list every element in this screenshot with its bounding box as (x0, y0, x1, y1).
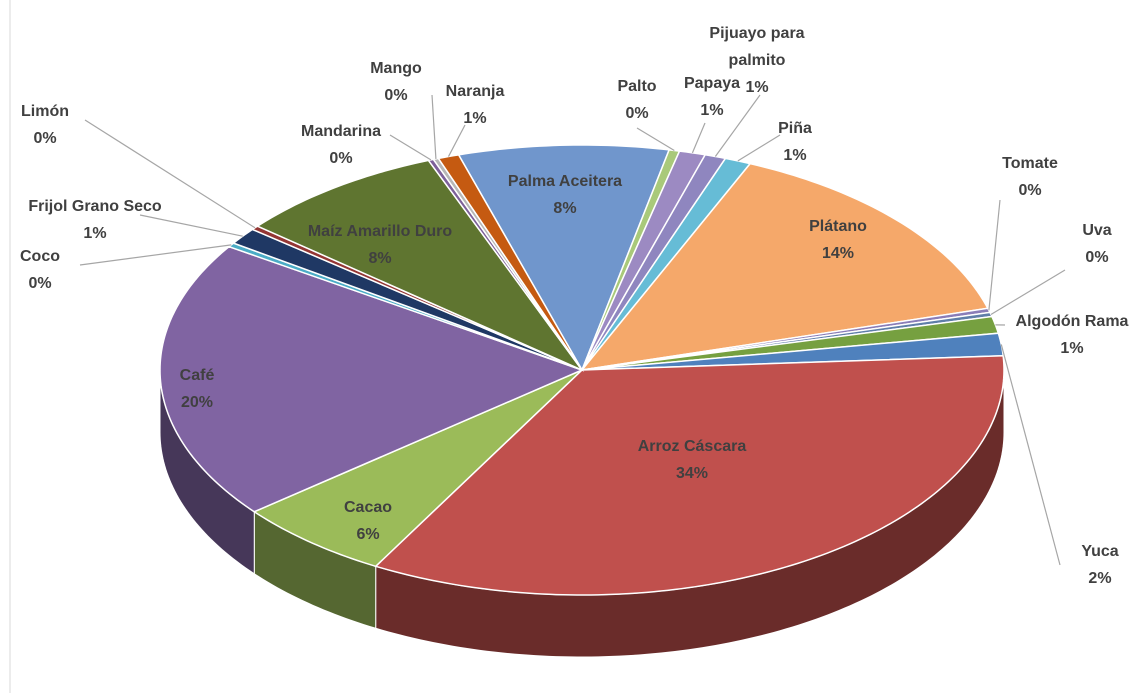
leader-line (714, 94, 761, 157)
data-label: Café 20% (180, 362, 215, 416)
label-name: Uva (1082, 222, 1112, 239)
data-label: Naranja 1% (446, 78, 505, 132)
label-percent: 1% (783, 147, 807, 164)
label-name: Yuca (1081, 543, 1119, 560)
data-label: Arroz Cáscara 34% (638, 433, 747, 487)
label-percent: 0% (625, 105, 649, 122)
label-name: Café (179, 367, 215, 384)
data-label: Mango 0% (370, 55, 422, 109)
label-percent: 0% (329, 150, 353, 167)
slice (374, 354, 1005, 596)
data-label: Pijuayo para palmito 1% (692, 20, 822, 101)
data-label: Uva 0% (1082, 217, 1111, 271)
label-name: Maíz Amarillo Duro (307, 223, 453, 240)
data-label: Frijol Grano Seco 1% (28, 193, 161, 247)
slice (457, 144, 671, 372)
data-label: Palto 0% (617, 73, 656, 127)
leader-line (431, 94, 437, 159)
label-name: Naranja (445, 83, 505, 100)
data-label: Cacao 6% (344, 494, 392, 548)
leader-line (139, 214, 243, 237)
label-percent: 8% (368, 250, 392, 267)
leader-line (636, 127, 675, 151)
label-name: Algodón Rama (1015, 313, 1129, 330)
leader-line (1000, 344, 1061, 566)
data-label: Piña 1% (778, 115, 812, 169)
data-label: Mandarina 0% (301, 118, 381, 172)
data-label: Limón 0% (21, 98, 69, 152)
leader-line (84, 119, 256, 229)
label-percent: 14% (821, 245, 855, 262)
label-name: Frijol Grano Seco (28, 198, 162, 215)
data-label: Plátano 14% (809, 213, 867, 267)
label-name: Cacao (343, 499, 393, 516)
slice (581, 332, 1004, 371)
label-percent: 8% (553, 200, 577, 217)
label-percent: 34% (675, 465, 709, 482)
slice (252, 369, 583, 568)
data-label: Papaya 1% (684, 70, 740, 124)
label-name: Tomate (1002, 155, 1058, 172)
label-percent: 0% (33, 130, 57, 147)
label-percent: 1% (83, 225, 107, 242)
data-label: Palma Aceitera 8% (508, 168, 622, 222)
leader-line (990, 269, 1066, 315)
label-percent: 20% (180, 394, 214, 411)
leader-line (389, 134, 432, 161)
label-percent: 6% (356, 526, 380, 543)
data-label: Tomate 0% (1002, 150, 1058, 204)
slice (255, 159, 585, 372)
label-name: Papaya (683, 75, 741, 92)
leader-line (737, 134, 781, 162)
label-percent: 1% (700, 102, 724, 119)
label-name: Plátano (809, 218, 867, 235)
label-percent: 1% (1060, 340, 1084, 357)
leader-line (691, 122, 706, 154)
data-label: Yuca 2% (1081, 538, 1118, 592)
label-percent: 1% (463, 110, 487, 127)
label-name: Mango (370, 60, 422, 77)
label-percent: 2% (1088, 570, 1112, 587)
label-percent: 0% (1085, 249, 1109, 266)
label-percent: 0% (1018, 182, 1042, 199)
label-name: Piña (778, 120, 812, 137)
label-name: Palma Aceitera (507, 173, 623, 190)
slice (580, 162, 989, 372)
leader-line (988, 199, 1001, 311)
label-percent: 1% (745, 79, 769, 96)
leader-line (79, 244, 232, 266)
label-name: Limón (21, 103, 69, 120)
label-percent: 0% (384, 87, 408, 104)
label-name: Arroz Cáscara (637, 438, 747, 455)
slice (437, 154, 583, 371)
label-name: Coco (20, 248, 60, 265)
data-label: Coco 0% (20, 243, 60, 297)
data-label: Algodón Rama 1% (1016, 308, 1129, 362)
slice (159, 245, 585, 513)
label-percent: 0% (28, 275, 52, 292)
label-name: Palto (617, 78, 657, 95)
leader-line (447, 124, 466, 157)
data-label: Maíz Amarillo Duro 8% (308, 218, 452, 272)
label-name: Mandarina (300, 123, 382, 140)
label-name: Pijuayo para palmito (709, 25, 805, 69)
